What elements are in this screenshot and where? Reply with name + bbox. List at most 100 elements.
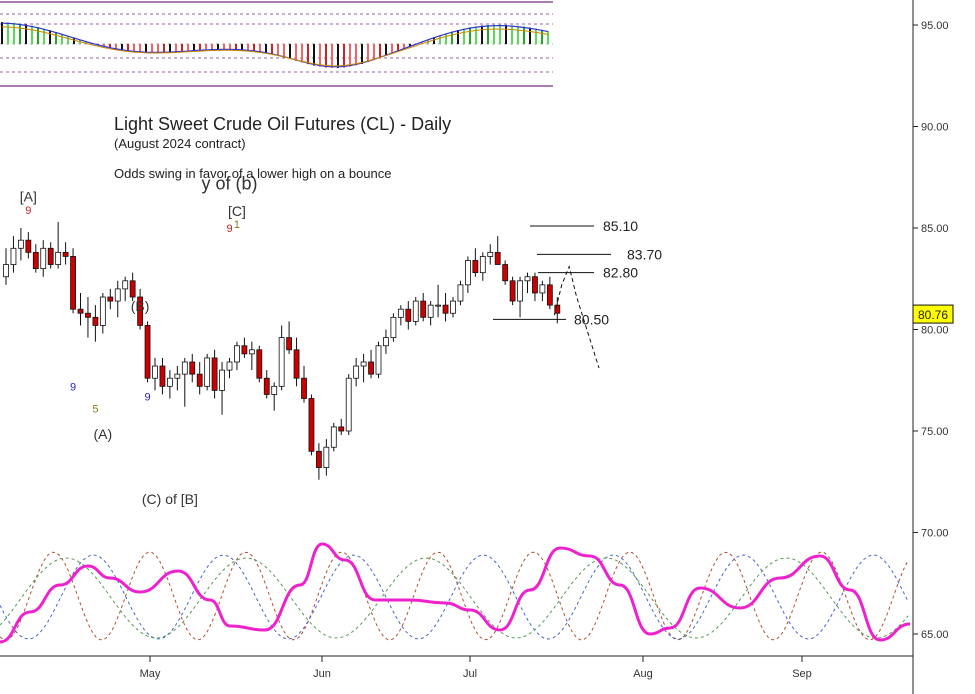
candle-body xyxy=(539,284,546,294)
candle-body xyxy=(70,256,76,310)
candle-body xyxy=(107,296,114,302)
candle-body xyxy=(554,304,561,314)
candle-body xyxy=(77,308,84,314)
chart-note: Odds swing in favor of a lower high on a… xyxy=(114,166,392,181)
candle-body xyxy=(278,337,285,387)
candle-body xyxy=(47,247,54,265)
candle-body xyxy=(532,276,538,294)
candle-body xyxy=(345,377,352,432)
candle-body xyxy=(3,264,9,278)
candle-body xyxy=(435,304,442,307)
candle-body xyxy=(286,337,293,351)
candle-body xyxy=(211,357,218,391)
y-tick-label: 70.00 xyxy=(921,528,949,540)
wave-label: 9 xyxy=(144,392,150,404)
candle-body xyxy=(308,398,315,452)
candle-body xyxy=(383,337,389,347)
y-tick-label: 75.00 xyxy=(921,426,949,438)
candle-body xyxy=(368,361,374,375)
candle-body xyxy=(405,308,412,322)
candle-body xyxy=(427,304,434,318)
wave-label: 1 xyxy=(234,219,240,231)
y-tick-label: 65.00 xyxy=(921,629,949,641)
candle-body xyxy=(457,284,464,302)
candles-group xyxy=(3,221,561,480)
chart-title: Light Sweet Crude Oil Futures (CL) - Dai… xyxy=(114,114,451,134)
candle-body xyxy=(55,251,62,265)
candle-body xyxy=(524,276,531,282)
candle-body xyxy=(234,345,240,363)
candle-body xyxy=(301,377,307,399)
candle-body xyxy=(464,260,471,286)
candle-body xyxy=(129,280,136,298)
wave-label: (C) of [B] xyxy=(142,491,198,507)
candle-body xyxy=(85,312,91,318)
last-price-label: 80.76 xyxy=(918,308,948,322)
level-label: 85.10 xyxy=(603,218,638,234)
x-tick-label: Jul xyxy=(463,668,477,680)
momentum-line-orange xyxy=(1,26,549,67)
level-label: 82.80 xyxy=(603,265,638,281)
candle-body xyxy=(40,247,47,270)
candle-body xyxy=(315,450,322,468)
candle-body xyxy=(494,251,501,265)
candle-body xyxy=(196,373,203,387)
candle-body xyxy=(10,247,17,265)
candle-body xyxy=(181,361,188,375)
candle-body xyxy=(323,446,330,468)
candle-body xyxy=(152,365,158,379)
candle-body xyxy=(174,373,181,379)
candle-body xyxy=(114,288,121,302)
candle-body xyxy=(472,260,479,274)
x-tick-label: Sep xyxy=(792,668,812,680)
candle-body xyxy=(293,349,300,379)
wave-label: 9 xyxy=(226,223,232,235)
candle-body xyxy=(122,280,129,290)
candle-body xyxy=(502,264,509,282)
candle-body xyxy=(487,251,494,257)
y-tick-label: 80.00 xyxy=(921,325,949,337)
projection-path xyxy=(553,264,600,369)
level-label: 80.50 xyxy=(574,311,609,327)
candle-body xyxy=(397,308,404,318)
candle-body xyxy=(159,365,166,387)
candle-body xyxy=(263,377,270,395)
wave-label: (B) xyxy=(131,298,150,314)
candle-body xyxy=(32,251,39,270)
x-tick-label: Jun xyxy=(313,668,331,680)
candle-body xyxy=(226,361,233,371)
candle-body xyxy=(219,369,225,391)
last-price-badge xyxy=(912,304,954,324)
cycle-wave-green xyxy=(0,557,909,639)
candle-body xyxy=(144,325,151,379)
candle-body xyxy=(248,349,255,355)
candle-body xyxy=(204,357,211,387)
wave-label: [C] xyxy=(228,203,246,219)
candle-body xyxy=(137,296,144,326)
x-tick-label: May xyxy=(140,668,161,680)
candle-body xyxy=(25,239,32,253)
cycle-panel xyxy=(0,542,911,644)
wave-label: 9 xyxy=(70,381,76,393)
cycle-wave-blue xyxy=(0,554,909,640)
candle-body xyxy=(166,377,173,387)
candle-body xyxy=(256,349,263,379)
chart-subtitle: (August 2024 contract) xyxy=(114,136,246,151)
level-label: 83.70 xyxy=(627,246,662,262)
candle-body xyxy=(546,284,553,306)
y-tick-label: 90.00 xyxy=(921,122,949,134)
momentum-line-blue xyxy=(1,22,549,68)
candle-body xyxy=(353,365,360,379)
candle-body xyxy=(271,385,278,395)
wave-label: (A) xyxy=(94,426,113,442)
wave-label: y of (b) xyxy=(201,173,257,193)
candle-body xyxy=(517,280,523,302)
cycle-wave-red xyxy=(0,551,909,641)
candle-body xyxy=(450,300,456,314)
y-tick-label: 85.00 xyxy=(921,223,949,235)
candle-body xyxy=(420,300,427,318)
candle-body xyxy=(338,426,345,432)
candle-body xyxy=(412,300,419,322)
candle-body xyxy=(360,361,367,367)
candle-body xyxy=(189,361,196,375)
